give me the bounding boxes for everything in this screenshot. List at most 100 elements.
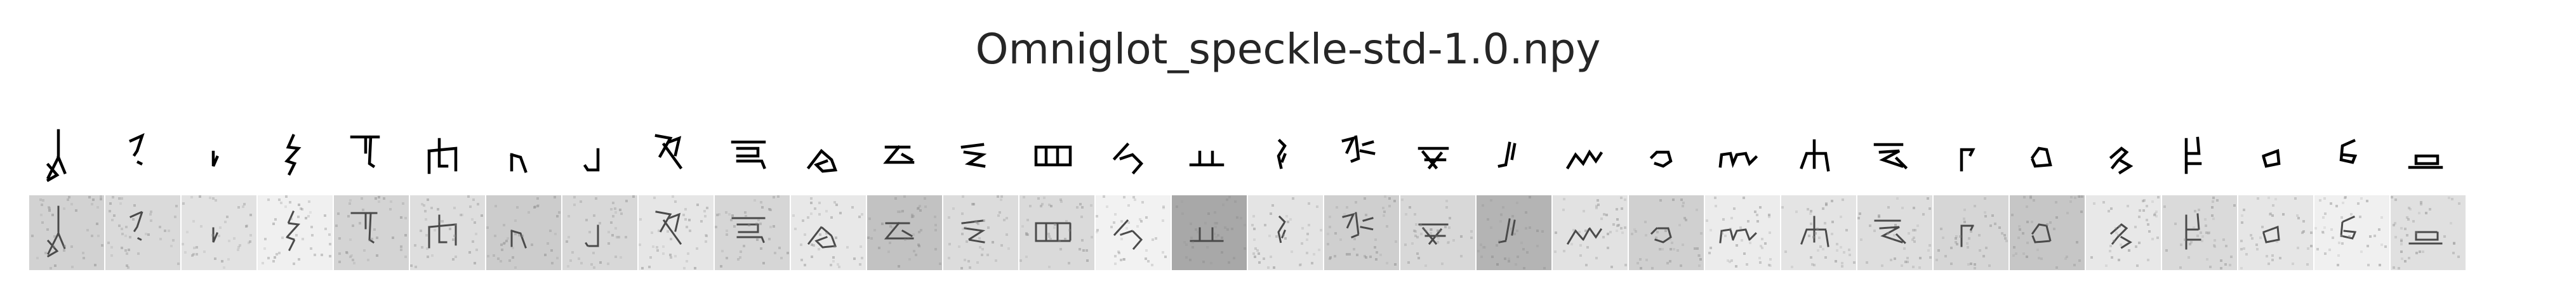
speckle-noise-character-tile — [1857, 195, 1932, 270]
noisy-character-glyph — [943, 195, 1018, 270]
speckle-noise-character-tile — [486, 195, 561, 270]
clean-character-tile — [1248, 119, 1323, 194]
character-glyph — [2086, 119, 2161, 194]
speckle-noise-characters-row — [29, 195, 2554, 270]
speckle-noise-character-tile — [410, 195, 485, 270]
noisy-character-glyph — [410, 195, 485, 270]
clean-character-tile — [943, 119, 1018, 194]
speckle-noise-character-tile — [1781, 195, 1856, 270]
noisy-character-glyph — [105, 195, 180, 270]
clean-character-tile — [639, 119, 714, 194]
clean-character-tile — [105, 119, 180, 194]
character-glyph — [1934, 119, 2008, 194]
character-glyph — [2314, 119, 2389, 194]
clean-character-tile — [1477, 119, 1551, 194]
character-glyph — [2162, 119, 2237, 194]
character-glyph — [715, 119, 790, 194]
speckle-noise-character-tile — [1019, 195, 1094, 270]
noisy-character-glyph — [29, 195, 104, 270]
speckle-noise-character-tile — [562, 195, 637, 270]
clean-character-tile — [1400, 119, 1475, 194]
speckle-noise-character-tile — [1172, 195, 1247, 270]
clean-character-tile — [791, 119, 866, 194]
clean-character-tile — [2314, 119, 2389, 194]
speckle-noise-character-tile — [334, 195, 409, 270]
clean-characters-row — [29, 119, 2554, 194]
clean-character-tile — [1781, 119, 1856, 194]
noisy-character-glyph — [1477, 195, 1551, 270]
character-glyph — [410, 119, 485, 194]
noisy-character-glyph — [258, 195, 333, 270]
clean-character-tile — [2010, 119, 2085, 194]
speckle-noise-character-tile — [791, 195, 866, 270]
speckle-noise-character-tile — [258, 195, 333, 270]
speckle-noise-character-tile — [1934, 195, 2008, 270]
noisy-character-glyph — [2162, 195, 2237, 270]
figure-title: Omniglot_speckle-std-1.0.npy — [975, 25, 1601, 74]
speckle-noise-character-tile — [1705, 195, 1780, 270]
noisy-character-glyph — [1934, 195, 2008, 270]
character-glyph — [105, 119, 180, 194]
clean-character-tile — [1096, 119, 1171, 194]
clean-character-tile — [2238, 119, 2313, 194]
character-glyph — [486, 119, 561, 194]
character-glyph — [1629, 119, 1704, 194]
noisy-character-glyph — [867, 195, 942, 270]
noisy-character-glyph — [2238, 195, 2313, 270]
noisy-character-glyph — [562, 195, 637, 270]
clean-character-tile — [715, 119, 790, 194]
character-glyph — [1400, 119, 1475, 194]
speckle-noise-character-tile — [2238, 195, 2313, 270]
speckle-noise-character-tile — [1400, 195, 1475, 270]
clean-character-tile — [1019, 119, 1094, 194]
clean-character-tile — [2162, 119, 2237, 194]
noisy-character-glyph — [1019, 195, 1094, 270]
speckle-noise-character-tile — [2314, 195, 2389, 270]
clean-character-tile — [2391, 119, 2466, 194]
speckle-noise-character-tile — [29, 195, 104, 270]
noisy-character-glyph — [1705, 195, 1780, 270]
speckle-noise-character-tile — [1629, 195, 1704, 270]
clean-character-tile — [182, 119, 256, 194]
noisy-character-glyph — [1553, 195, 1628, 270]
speckle-noise-character-tile — [1096, 195, 1171, 270]
character-glyph — [1096, 119, 1171, 194]
speckle-noise-character-tile — [2162, 195, 2237, 270]
speckle-noise-character-tile — [943, 195, 1018, 270]
character-glyph — [1553, 119, 1628, 194]
speckle-noise-character-tile — [715, 195, 790, 270]
character-glyph — [2391, 119, 2466, 194]
clean-character-tile — [1324, 119, 1399, 194]
noisy-character-glyph — [1248, 195, 1323, 270]
character-glyph — [2010, 119, 2085, 194]
noisy-character-glyph — [486, 195, 561, 270]
noisy-character-glyph — [639, 195, 714, 270]
noisy-character-glyph — [182, 195, 256, 270]
clean-character-tile — [2086, 119, 2161, 194]
character-glyph — [29, 119, 104, 194]
noisy-character-glyph — [2010, 195, 2085, 270]
character-glyph — [182, 119, 256, 194]
clean-character-tile — [867, 119, 942, 194]
clean-character-tile — [258, 119, 333, 194]
noisy-character-glyph — [1324, 195, 1399, 270]
character-glyph — [867, 119, 942, 194]
clean-character-tile — [486, 119, 561, 194]
noisy-character-glyph — [1400, 195, 1475, 270]
character-glyph — [334, 119, 409, 194]
noisy-character-glyph — [1629, 195, 1704, 270]
noisy-character-glyph — [1857, 195, 1932, 270]
speckle-noise-character-tile — [2010, 195, 2085, 270]
character-glyph — [2238, 119, 2313, 194]
character-glyph — [1477, 119, 1551, 194]
character-glyph — [943, 119, 1018, 194]
speckle-noise-character-tile — [105, 195, 180, 270]
speckle-noise-character-tile — [639, 195, 714, 270]
clean-character-tile — [410, 119, 485, 194]
clean-character-tile — [1629, 119, 1704, 194]
character-glyph — [1705, 119, 1780, 194]
character-glyph — [1857, 119, 1932, 194]
noisy-character-glyph — [1781, 195, 1856, 270]
clean-character-tile — [1172, 119, 1247, 194]
clean-character-tile — [1553, 119, 1628, 194]
